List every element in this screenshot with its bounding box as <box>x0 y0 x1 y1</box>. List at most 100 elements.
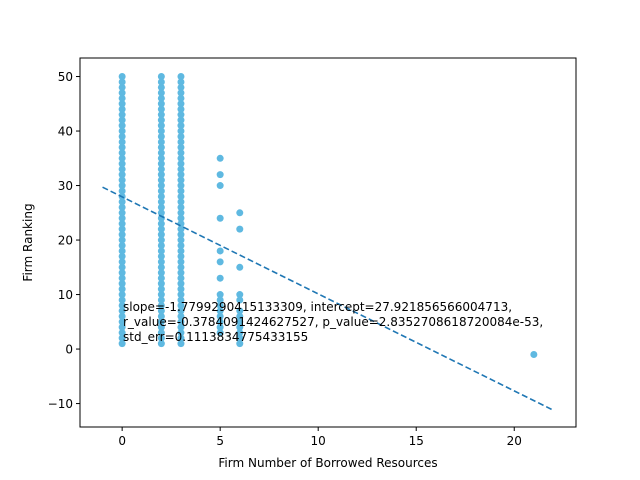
data-point <box>177 323 185 331</box>
data-point <box>177 258 185 266</box>
data-point <box>236 296 244 304</box>
data-point <box>118 73 126 81</box>
data-point <box>118 329 126 337</box>
data-point <box>157 231 165 239</box>
data-point <box>216 171 224 179</box>
data-point <box>177 214 185 222</box>
data-point <box>118 198 126 206</box>
data-point <box>157 138 165 146</box>
y-tick-label: −10 <box>48 397 73 411</box>
x-axis-title: Firm Number of Borrowed Resources <box>218 456 437 470</box>
data-point <box>118 252 126 260</box>
data-point <box>157 100 165 108</box>
data-points <box>118 73 538 359</box>
data-point <box>177 285 185 293</box>
data-point <box>118 291 126 299</box>
data-point <box>118 220 126 228</box>
data-point <box>118 203 126 211</box>
data-point <box>236 318 244 326</box>
data-point <box>236 323 244 331</box>
data-point <box>157 307 165 315</box>
data-point <box>157 143 165 151</box>
data-point <box>118 138 126 146</box>
data-point <box>177 274 185 282</box>
data-point <box>118 149 126 157</box>
data-point <box>118 301 126 309</box>
data-point <box>157 73 165 81</box>
data-point <box>177 160 185 168</box>
x-tick-label: 5 <box>216 434 224 448</box>
data-point <box>157 89 165 97</box>
data-point <box>157 236 165 244</box>
data-point <box>157 187 165 195</box>
data-point <box>157 329 165 337</box>
data-point <box>177 132 185 140</box>
data-point <box>157 252 165 260</box>
data-point <box>177 340 185 348</box>
data-point <box>157 220 165 228</box>
data-point <box>118 171 126 179</box>
annotation-line: slope=-1.7799290415133309, intercept=27.… <box>123 300 512 314</box>
y-axis-title: Firm Ranking <box>21 203 35 281</box>
annotation-line: r_value=-0.3784091424627527, p_value=2.8… <box>123 315 543 329</box>
data-point <box>177 203 185 211</box>
data-point <box>157 154 165 162</box>
data-point <box>177 83 185 91</box>
data-point <box>118 296 126 304</box>
data-point <box>118 334 126 342</box>
data-point <box>177 122 185 130</box>
data-point <box>216 247 224 255</box>
data-point <box>157 285 165 293</box>
data-point <box>118 165 126 173</box>
data-point <box>216 307 224 315</box>
data-point <box>118 89 126 97</box>
data-point <box>118 312 126 320</box>
data-point <box>157 203 165 211</box>
data-point <box>157 176 165 184</box>
x-axis-ticks: 0 5 10 15 20 <box>118 427 522 448</box>
data-point <box>157 225 165 233</box>
data-point <box>118 214 126 222</box>
data-point <box>118 182 126 190</box>
data-point <box>157 274 165 282</box>
data-point <box>157 94 165 102</box>
data-point <box>177 198 185 206</box>
data-point <box>177 182 185 190</box>
data-point <box>236 209 244 217</box>
data-point <box>157 291 165 299</box>
data-point <box>177 301 185 309</box>
data-point <box>118 236 126 244</box>
data-point <box>118 78 126 86</box>
data-point <box>177 269 185 277</box>
data-point <box>177 187 185 195</box>
data-point <box>177 176 185 184</box>
data-point <box>216 296 224 304</box>
y-tick-label: 20 <box>58 234 73 248</box>
data-point <box>177 241 185 249</box>
data-point <box>177 192 185 200</box>
data-point <box>157 149 165 157</box>
data-point <box>157 340 165 348</box>
y-tick-label: 10 <box>58 288 73 302</box>
data-point <box>177 291 185 299</box>
data-point <box>177 73 185 81</box>
data-point <box>118 116 126 124</box>
data-point <box>236 291 244 299</box>
data-point <box>118 269 126 277</box>
data-point <box>118 225 126 233</box>
y-tick-label: 50 <box>58 70 73 84</box>
data-point <box>118 285 126 293</box>
data-point <box>157 241 165 249</box>
data-point <box>118 83 126 91</box>
data-point <box>157 269 165 277</box>
data-point <box>118 280 126 288</box>
y-axis-ticks: −10 0 10 20 30 40 50 <box>48 70 80 411</box>
data-point <box>177 111 185 119</box>
data-point <box>177 138 185 146</box>
data-point <box>177 116 185 124</box>
data-point <box>118 111 126 119</box>
x-tick-label: 10 <box>311 434 326 448</box>
data-point <box>118 231 126 239</box>
data-point <box>177 94 185 102</box>
data-point <box>118 160 126 168</box>
